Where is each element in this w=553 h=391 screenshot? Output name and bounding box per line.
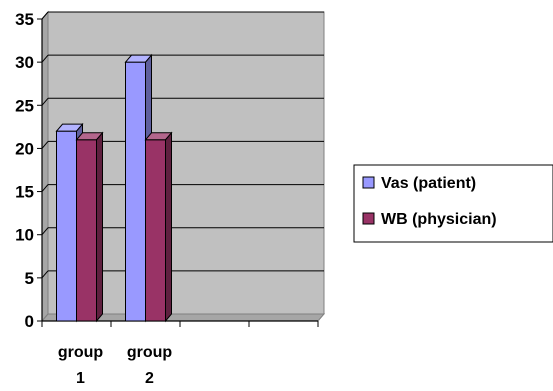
bar: [144, 131, 173, 323]
bar-front: [76, 139, 97, 322]
legend-swatch: [362, 176, 375, 189]
y-tick-label: 0: [25, 312, 34, 331]
gridline-side: [41, 227, 49, 236]
axis-labels: 0 5 10 15 20 25 30 35 group 1 group 2: [15, 10, 172, 387]
gridline-side: [41, 141, 49, 149]
bar-front: [56, 130, 77, 322]
legend-label: Vas (patient): [381, 175, 476, 192]
gridline-side: [41, 11, 49, 20]
bars: [55, 53, 173, 323]
y-tick-label: 15: [15, 183, 34, 202]
gridline-side: [41, 184, 49, 192]
bar-front: [125, 61, 146, 322]
category-label: group: [127, 344, 173, 361]
bar-side: [165, 131, 172, 323]
gridline-side: [41, 270, 49, 279]
y-tick-label: 10: [15, 226, 34, 245]
category-label: 2: [145, 370, 154, 387]
bar-front: [145, 139, 166, 322]
y-tick-label: 25: [15, 96, 34, 115]
y-tick-label: 35: [15, 10, 34, 29]
legend: Vas (patient) WB (physician): [353, 164, 553, 243]
y-tick-label: 30: [15, 53, 34, 72]
gridline-side: [41, 54, 49, 63]
category-label: group: [58, 344, 104, 361]
legend-swatch: [362, 212, 375, 225]
category-label: 1: [76, 370, 85, 387]
y-tick-label: 5: [25, 269, 34, 288]
legend-label: WB (physician): [381, 211, 497, 228]
y-tick-label: 20: [15, 139, 34, 158]
bar: [75, 131, 104, 323]
gridline-side: [41, 97, 49, 106]
bar-side: [96, 131, 103, 323]
legend-box: [353, 164, 553, 243]
